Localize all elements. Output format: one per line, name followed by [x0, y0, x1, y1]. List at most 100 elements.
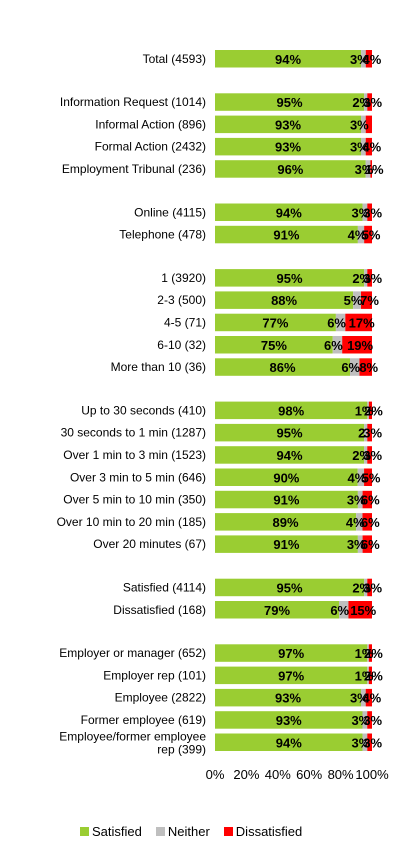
bar-segment-dissatisfied: [362, 535, 372, 553]
category-label: Employer or manager (652): [59, 646, 206, 660]
bar-segment-satisfied: [215, 578, 365, 597]
data-label-dissatisfied: 3%: [363, 426, 382, 441]
bar-segment-satisfied: [215, 137, 362, 156]
data-label-neither: 3%: [350, 140, 369, 155]
bar-segment-satisfied: [215, 160, 366, 178]
data-label-dissatisfied: 17%: [349, 315, 375, 330]
data-label-satisfied: 93%: [275, 140, 301, 155]
category-label: More than 10 (36): [111, 360, 206, 374]
category-label: 2-3 (500): [157, 293, 206, 307]
category-label: Over 10 min to 20 min (185): [57, 515, 206, 529]
x-tick-label: 80%: [328, 767, 354, 782]
bar-segment-dissatisfied: [370, 160, 372, 178]
bar-segment-satisfied: [215, 203, 363, 221]
data-label-dissatisfied: 2%: [364, 403, 383, 418]
bar-segment-neither: [364, 578, 368, 597]
bar-segment-dissatisfied: [367, 203, 372, 221]
data-label-neither: 4%: [346, 515, 365, 530]
data-label-dissatisfied: 4%: [362, 691, 381, 706]
bar-segment-neither: [364, 269, 368, 287]
data-label-satisfied: 93%: [276, 713, 302, 728]
bar-segment-dissatisfied: [367, 423, 372, 442]
bar-segment-dissatisfied: [342, 336, 372, 354]
bar-segment-dissatisfied: [367, 711, 372, 729]
category-label: 4-5 (71): [164, 315, 206, 329]
bar-segment-satisfied: [215, 423, 365, 442]
data-label-dissatisfied: 4%: [362, 140, 381, 155]
data-label-dissatisfied: 6%: [361, 515, 380, 530]
data-label-neither: 3%: [351, 713, 370, 728]
legend-item-dissatisfied: Dissatisfied: [223, 824, 303, 839]
data-label-dissatisfied: 4%: [362, 52, 381, 67]
x-tick-label: 40%: [265, 767, 291, 782]
bar-segment-neither: [357, 225, 365, 244]
bar-segment-dissatisfied: [368, 644, 372, 662]
data-label-neither: 3%: [350, 117, 369, 132]
data-label-satisfied: 91%: [273, 228, 299, 243]
bar-segment-dissatisfied: [359, 358, 372, 376]
data-label-satisfied: 95%: [277, 271, 303, 286]
data-label-neither: 2: [358, 426, 365, 441]
data-label-dissatisfied: 8%: [359, 360, 378, 375]
bar-segment-satisfied: [215, 93, 365, 111]
data-label-dissatisfied: 3%: [363, 95, 382, 110]
data-label-dissatisfied: 7%: [360, 293, 379, 308]
data-label-satisfied: 97%: [278, 646, 304, 661]
data-label-satisfied: 94%: [275, 52, 301, 67]
data-label-neither: 2%: [352, 580, 371, 595]
category-label: Information Request (1014): [60, 95, 206, 109]
bar-segment-neither: [339, 601, 349, 619]
data-label-neither: 1%: [355, 668, 374, 683]
data-label-dissatisfied: 2%: [364, 646, 383, 661]
legend-label-dissatisfied: Dissatisfied: [235, 824, 303, 839]
category-label: Up to 30 seconds (410): [81, 403, 206, 417]
bar-segment-dissatisfied: [365, 137, 372, 156]
data-label-neither: 1%: [355, 646, 374, 661]
bar-segment-satisfied: [215, 225, 358, 244]
bar-segment-satisfied: [215, 733, 363, 751]
bar-segment-neither: [357, 490, 363, 509]
data-label-neither: 2%: [352, 271, 371, 286]
bar-segment-dissatisfied: [348, 601, 372, 619]
legend-swatch-neither: [155, 827, 165, 836]
data-label-satisfied: 77%: [262, 315, 288, 330]
bar-segment-satisfied: [215, 336, 333, 354]
data-label-satisfied: 94%: [276, 205, 302, 220]
data-label-neither: 3%: [355, 162, 374, 177]
bar-segment-neither: [362, 733, 368, 751]
data-label-satisfied: 95%: [277, 95, 303, 110]
category-label: Dissatisfied (168): [113, 603, 206, 617]
bar-segment-dissatisfied: [362, 490, 372, 509]
bar-segment-satisfied: [215, 490, 358, 509]
bar-segment-satisfied: [215, 666, 368, 685]
bar-segment-satisfied: [215, 711, 363, 729]
category-label-line: Employee/former employee: [59, 729, 206, 743]
data-label-satisfied: 95%: [277, 580, 303, 595]
x-tick-label: 100%: [355, 767, 389, 782]
data-label-neither: 4%: [348, 470, 367, 485]
category-label: Informal Action (896): [95, 117, 206, 131]
legend-swatch-satisfied: [80, 827, 89, 836]
bar-segment-dissatisfied: [345, 313, 372, 332]
data-label-dissatisfied: 19%: [347, 338, 373, 353]
bar-segment-dissatisfied: [368, 401, 372, 420]
legend-swatch-dissatisfied: [223, 827, 233, 836]
bar-segment-dissatisfied: [367, 446, 372, 464]
x-tick-label: 0%: [206, 767, 225, 782]
category-label: 6-10 (32): [157, 338, 206, 352]
chart-legend: Satisfied Neither Dissatisfied: [80, 824, 302, 839]
bar-segment-neither: [361, 115, 366, 134]
bar-segment-satisfied: [215, 50, 362, 68]
bar-segment-satisfied: [215, 401, 368, 420]
category-label: Over 5 min to 10 min (350): [63, 493, 206, 507]
data-label-satisfied: 91%: [273, 493, 299, 508]
bar-segment-neither: [353, 291, 362, 309]
data-label-satisfied: 90%: [273, 470, 299, 485]
data-label-satisfied: 86%: [269, 360, 295, 375]
bar-segment-neither: [356, 513, 363, 531]
data-label-neither: 3%: [347, 493, 366, 508]
category-label: Employer rep (101): [103, 668, 206, 682]
bar-segment-dissatisfied: [367, 733, 372, 751]
bar-segment-dissatisfied: [364, 468, 372, 486]
category-label-line: rep (399): [157, 742, 206, 756]
